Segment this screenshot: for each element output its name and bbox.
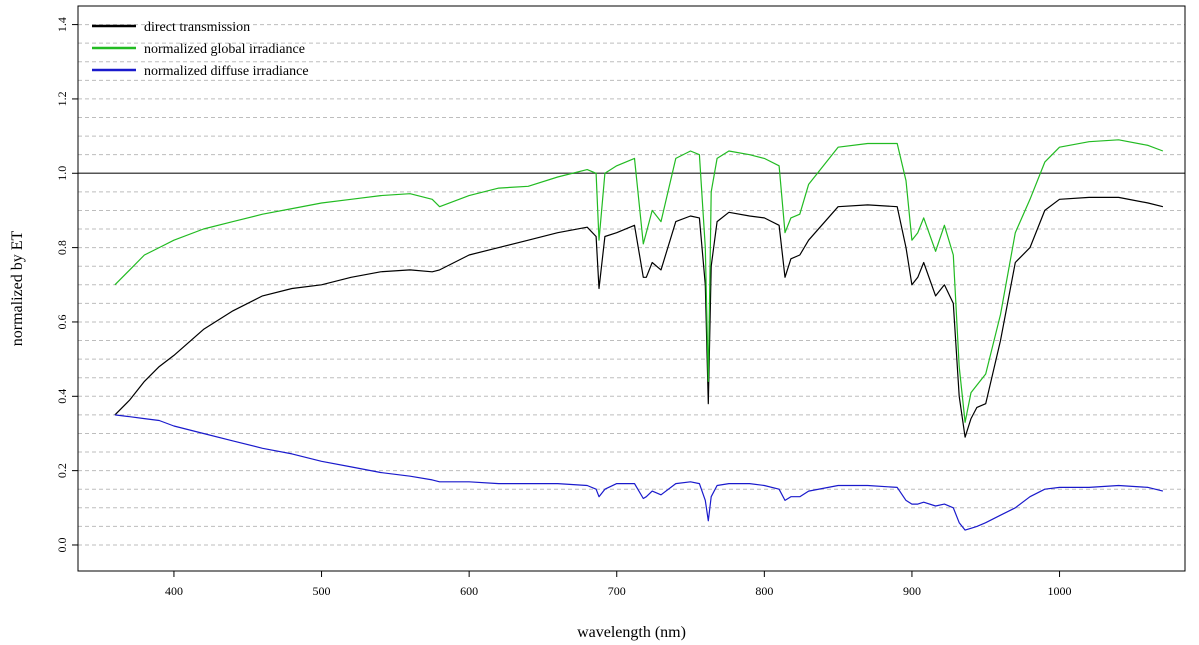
legend-label: normalized diffuse irradiance [144,64,309,79]
x-tick-label: 700 [608,584,626,598]
y-axis-title: normalized by ET [9,231,26,347]
series-line-2 [114,414,1164,531]
legend-label: direct transmission [144,20,250,35]
plot-frame [77,5,1186,572]
x-tick-label: 500 [313,584,331,598]
y-tick-label: 1.4 [55,17,69,32]
series-line-1 [114,139,1164,423]
x-axis-title: wavelength (nm) [577,624,686,641]
legend: direct transmission normalized global irr… [92,20,309,79]
grid-lines [78,24,1185,546]
series-line-0 [114,196,1164,438]
x-tick-label: 400 [165,584,183,598]
y-tick-label: 1.2 [55,91,69,106]
y-tick-label: 1.0 [55,166,69,181]
y-tick-label: 0.8 [55,240,69,255]
y-tick-label: 0.6 [55,314,69,329]
x-tick-label: 1000 [1048,584,1072,598]
y-tick-label: 0.0 [55,537,69,552]
x-tick-label: 600 [460,584,478,598]
y-axis: 0.0 0.2 0.4 0.6 0.8 1.0 1.2 1.4 [55,17,78,552]
y-tick-label: 0.4 [55,389,69,404]
legend-label: normalized global irradiance [144,42,305,57]
series-lines [114,139,1164,531]
x-tick-label: 900 [903,584,921,598]
y-tick-label: 0.2 [55,463,69,478]
x-axis: 400 500 600 700 800 900 1000 [165,571,1072,598]
x-tick-label: 800 [755,584,773,598]
